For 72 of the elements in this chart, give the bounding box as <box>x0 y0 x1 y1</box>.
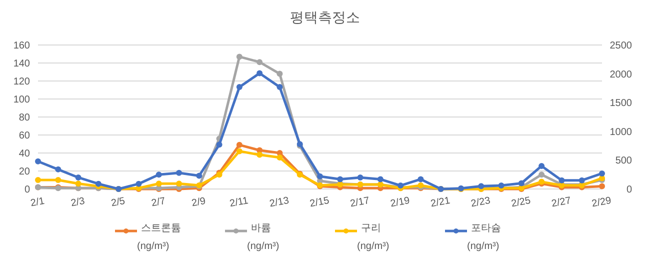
y-tick-label: 160 <box>13 40 30 52</box>
x-tick-label: 2/25 <box>510 195 532 210</box>
legend-label: 스트론튬 (ng/m³) <box>137 223 181 252</box>
point <box>55 166 62 172</box>
y2-tick-label: 1500 <box>610 98 632 110</box>
y-tick-label: 140 <box>13 58 30 70</box>
chart-title: 평택측정소 <box>290 9 360 25</box>
x-tick-label: 2/7 <box>150 196 167 210</box>
y-tick-label: 40 <box>18 148 30 160</box>
x-tick-label: 2/19 <box>390 195 412 210</box>
point <box>337 176 344 182</box>
point <box>418 176 424 182</box>
y2-tick-label: 0 <box>626 184 632 196</box>
legend-label: 구리 (ng/m³) <box>357 223 390 252</box>
point <box>357 174 364 180</box>
x-tick-label: 2/17 <box>349 195 371 210</box>
point <box>256 152 263 158</box>
x-tick-label: 2/1 <box>30 196 46 210</box>
point <box>538 172 545 178</box>
point <box>538 162 545 169</box>
point <box>236 84 242 90</box>
y-tick-label: 20 <box>18 166 30 178</box>
y-tick-label: 120 <box>13 76 30 88</box>
point <box>176 170 182 176</box>
x-tick-label: 2/27 <box>550 195 572 210</box>
point <box>377 176 384 182</box>
x-tick-label: 2/21 <box>430 195 452 210</box>
point <box>498 182 504 189</box>
x-tick-label: 2/15 <box>309 195 331 210</box>
point <box>35 158 41 164</box>
point <box>75 180 82 187</box>
point <box>599 183 605 190</box>
x-tick-label: 2/5 <box>110 196 126 210</box>
y2-tick-label: 2000 <box>610 69 632 80</box>
point <box>136 180 142 187</box>
point <box>578 177 585 184</box>
point <box>236 54 242 60</box>
point <box>236 142 242 148</box>
point <box>276 70 283 77</box>
point <box>95 180 102 187</box>
y-tick-label: 60 <box>18 130 30 142</box>
point <box>236 148 242 154</box>
point <box>55 177 62 183</box>
y-tick-label: 0 <box>24 184 30 196</box>
point <box>276 154 283 160</box>
point <box>35 177 41 183</box>
x-tick-label: 2/23 <box>470 195 492 210</box>
point <box>518 180 524 186</box>
y2-tick-label: 500 <box>615 156 632 167</box>
y-tick-label: 80 <box>18 112 30 124</box>
y2-tick-label: 1000 <box>610 126 632 138</box>
point <box>558 177 565 184</box>
x-tick-label: 2/3 <box>70 196 86 210</box>
x-tick-label: 2/9 <box>190 196 207 210</box>
point <box>256 70 263 76</box>
legend-label: 포타슘 (ng/m³) <box>467 223 501 252</box>
point <box>256 59 263 66</box>
point <box>176 180 182 187</box>
point <box>75 174 82 180</box>
point <box>276 84 283 90</box>
x-tick-label: 2/11 <box>228 195 250 210</box>
point <box>317 173 323 180</box>
x-tick-label: 2/29 <box>591 195 613 210</box>
x-tick-label: 2/13 <box>268 195 290 210</box>
point <box>156 180 162 187</box>
y-tick-label: 100 <box>13 94 30 106</box>
point <box>599 170 605 176</box>
y2-tick-label: 2500 <box>610 40 632 52</box>
point <box>216 142 222 148</box>
point <box>156 172 162 178</box>
legend-label: 바륨 (ng/m³) <box>247 223 280 252</box>
point <box>196 172 202 179</box>
